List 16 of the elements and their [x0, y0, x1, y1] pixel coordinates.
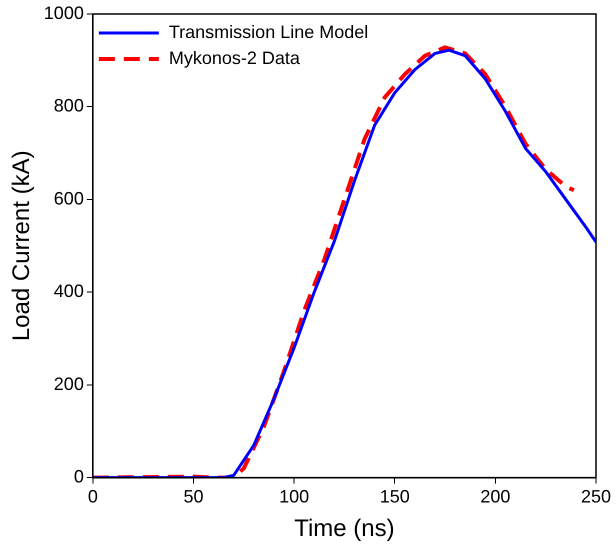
x-tick-label: 0: [88, 486, 98, 506]
x-tick-label: 250: [580, 486, 612, 506]
y-tick-label: 0: [74, 466, 84, 487]
legend-label: Mykonos-2 Data: [168, 48, 301, 68]
y-tick-label: 200: [54, 374, 84, 394]
x-tick-label: 100: [279, 486, 310, 506]
x-tick-label: 200: [480, 486, 510, 506]
legend-label: Transmission Line Model: [168, 22, 368, 42]
x-tick-label: 50: [183, 486, 204, 506]
x-tick-label: 150: [380, 486, 410, 506]
y-tick-label: 600: [54, 188, 84, 208]
x-axis-title: Time (ns): [294, 515, 395, 542]
y-tick-label: 800: [54, 96, 84, 116]
y-axis-title: Load Current (kA): [8, 150, 36, 342]
y-tick-label: 1000: [44, 2, 84, 23]
y-tick-label: 400: [54, 281, 84, 302]
